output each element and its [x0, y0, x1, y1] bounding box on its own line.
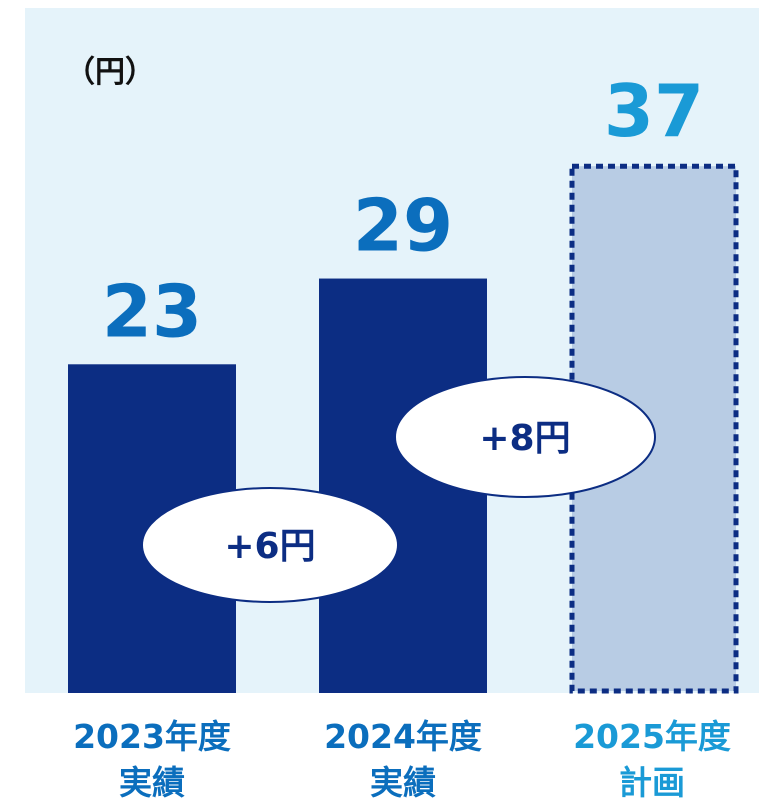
x-tick-label: 実績 — [119, 763, 185, 802]
x-tick-label: 2023年度 — [73, 717, 231, 756]
x-tick-label: 実績 — [370, 763, 436, 802]
unit-label: （円） — [65, 55, 155, 90]
annotation-bubble — [394, 376, 656, 498]
annotation-bubble — [141, 487, 399, 603]
value-label: 29 — [353, 184, 453, 268]
value-label: 37 — [604, 69, 704, 153]
x-tick-label: 計画 — [619, 763, 685, 802]
annotation: +8円 — [479, 418, 570, 459]
value-label: 23 — [102, 269, 202, 353]
x-tick-label: 2025年度 — [573, 717, 731, 756]
annotation: +6円 — [224, 526, 315, 567]
x-tick-label: 2024年度 — [324, 717, 482, 756]
